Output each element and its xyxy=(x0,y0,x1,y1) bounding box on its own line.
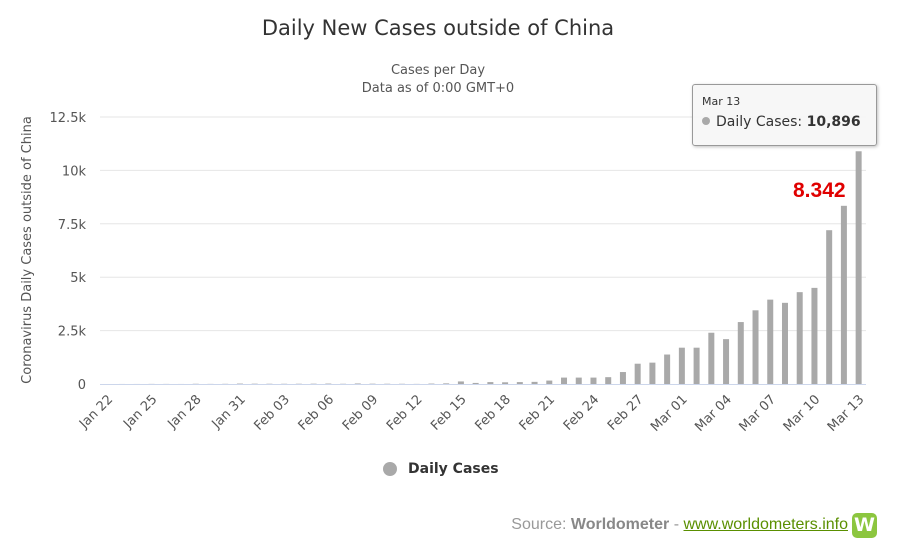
bar[interactable] xyxy=(664,354,671,384)
x-tick-label: Jan 28 xyxy=(164,392,204,432)
bar[interactable] xyxy=(546,380,553,384)
bar[interactable] xyxy=(767,299,774,384)
bar[interactable] xyxy=(619,372,626,384)
tooltip-series-dot-icon xyxy=(702,117,710,125)
y-tick-label: 12.5k xyxy=(50,111,87,126)
bars[interactable] xyxy=(119,151,862,384)
bar[interactable] xyxy=(796,292,803,384)
bar[interactable] xyxy=(649,362,656,384)
bar[interactable] xyxy=(811,287,818,384)
x-tick-label: Feb 12 xyxy=(384,392,426,434)
y-tick-label: 2.5k xyxy=(58,325,87,340)
chart-title: Daily New Cases outside of China xyxy=(261,16,615,40)
x-tick-label: Feb 06 xyxy=(296,392,338,434)
tooltip: Mar 13 Daily Cases: 10,896 xyxy=(692,84,877,146)
bar[interactable] xyxy=(840,205,847,384)
x-tick-label: Jan 22 xyxy=(76,392,116,432)
chart-subtitle: Cases per Day Data as of 0:00 GMT+0 xyxy=(0,62,876,98)
bar[interactable] xyxy=(737,322,744,384)
x-tick-label: Feb 21 xyxy=(517,392,559,434)
worldometers-logo-icon[interactable]: W xyxy=(852,513,877,538)
bar[interactable] xyxy=(502,382,509,384)
bar[interactable] xyxy=(354,383,361,384)
x-tick-label: Feb 03 xyxy=(251,392,293,434)
latest-value-annotation: 8.342 xyxy=(793,179,846,202)
y-tick-label: 7.5k xyxy=(58,218,87,233)
bar[interactable] xyxy=(516,382,523,384)
y-tick-label: 5k xyxy=(70,271,86,286)
y-tick-label: 0 xyxy=(78,378,86,393)
bar[interactable] xyxy=(561,377,568,384)
source-credit: Source: Worldometer - www.worldometers.i… xyxy=(511,516,848,534)
bar[interactable] xyxy=(634,363,641,384)
source-prefix: Source: xyxy=(511,516,567,533)
bar[interactable] xyxy=(678,347,685,384)
tooltip-value: 10,896 xyxy=(806,114,861,130)
legend-label: Daily Cases xyxy=(408,461,499,477)
grid-lines xyxy=(100,116,866,332)
x-tick-label: Mar 07 xyxy=(737,392,780,435)
bar[interactable] xyxy=(575,377,582,384)
source-link[interactable]: www.worldometers.info xyxy=(683,516,849,533)
source-separator: - xyxy=(673,516,680,533)
x-axis-ticks: Jan 22 Jan 25 Jan 28 Jan 31 Feb 03 Feb 06 Feb … xyxy=(76,392,867,435)
legend-dot-icon xyxy=(383,462,397,476)
bar[interactable] xyxy=(487,382,494,384)
x-tick-label: Feb 18 xyxy=(472,392,514,434)
bar[interactable] xyxy=(693,347,700,384)
bar[interactable] xyxy=(855,151,862,384)
bar[interactable] xyxy=(590,377,597,384)
bar[interactable] xyxy=(443,383,450,384)
x-tick-label: Feb 09 xyxy=(340,392,382,434)
tooltip-series-label: Daily Cases: xyxy=(716,114,803,130)
subtitle-line-2: Data as of 0:00 GMT+0 xyxy=(361,81,515,96)
tooltip-row: Daily Cases: 10,896 xyxy=(702,114,861,130)
y-axis-label: Coronavirus Daily Cases outside of China xyxy=(20,116,35,384)
bar[interactable] xyxy=(708,332,715,384)
y-tick-label: 10k xyxy=(62,164,87,179)
legend-item-daily-cases[interactable]: Daily Cases xyxy=(383,461,499,477)
bar[interactable] xyxy=(723,339,730,384)
x-tick-label: Jan 31 xyxy=(209,392,249,432)
x-tick-label: Mar 10 xyxy=(781,392,824,435)
bar[interactable] xyxy=(752,310,759,384)
tooltip-date: Mar 13 xyxy=(702,95,741,108)
subtitle-line-1: Cases per Day xyxy=(390,63,486,78)
x-tick-label: Feb 27 xyxy=(605,392,647,434)
x-tick-label: Mar 01 xyxy=(648,392,691,435)
x-tick-label: Jan 25 xyxy=(120,392,160,432)
bar[interactable] xyxy=(472,382,479,384)
bar[interactable] xyxy=(826,230,833,384)
x-tick-label: Feb 15 xyxy=(428,392,470,434)
bar[interactable] xyxy=(605,377,612,384)
bar[interactable] xyxy=(457,381,464,384)
bar[interactable] xyxy=(531,381,538,384)
x-tick-label: Mar 13 xyxy=(825,392,868,435)
x-tick-label: Feb 24 xyxy=(561,392,603,434)
source-name: Worldometer xyxy=(570,516,670,533)
y-axis-ticks: 0 2.5k 5k 7.5k 10k 12.5k xyxy=(50,111,87,393)
x-tick-label: Mar 04 xyxy=(692,392,735,435)
bar[interactable] xyxy=(781,302,788,384)
